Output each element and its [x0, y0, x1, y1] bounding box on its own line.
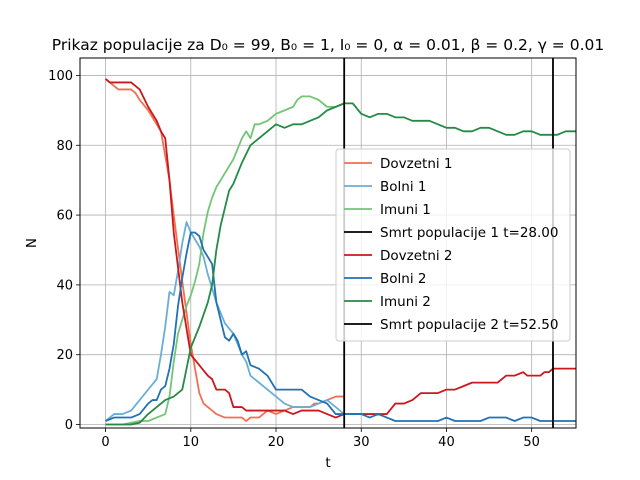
- x-tick-label: 30: [353, 435, 370, 450]
- y-tick-label: 0: [65, 418, 73, 433]
- legend-label: Imuni 1: [380, 202, 431, 218]
- y-tick-label: 20: [56, 348, 73, 363]
- series-line-2: [105, 95, 345, 426]
- x-tick-label: 20: [268, 435, 285, 450]
- x-tick-label: 0: [101, 435, 109, 450]
- x-tick-label: 10: [183, 435, 200, 450]
- y-tick-label: 60: [56, 209, 73, 224]
- series-line-1: [104, 221, 345, 422]
- legend-box: [335, 148, 571, 342]
- series-line-5: [105, 102, 576, 426]
- y-axis-label: N: [24, 238, 40, 248]
- legend-label: Bolni 1: [380, 179, 426, 195]
- plot-frame: [79, 57, 577, 429]
- chart-title: Prikaz populacije za D₀ = 99, B₀ = 1, I₀…: [52, 36, 604, 54]
- ticks: 0 10 20 30 40 50 0 20 40 60 80 100: [48, 69, 540, 450]
- legend-label: Smrt populacije 1 t=28.00: [380, 225, 559, 241]
- x-axis-label: t: [325, 455, 330, 471]
- legend-label: Bolni 2: [380, 271, 426, 287]
- legend-label: Dovzetni 1: [380, 156, 453, 172]
- y-tick-label: 40: [56, 278, 73, 293]
- legend-label: Imuni 2: [380, 294, 431, 310]
- legend: Dovzetni 1 Bolni 1 Imuni 1 Smrt populacije …: [335, 148, 571, 342]
- series-line-3: [104, 78, 576, 419]
- x-tick-label: 40: [438, 435, 455, 450]
- legend-label: Dovzetni 2: [380, 248, 453, 264]
- y-tick-label: 100: [48, 69, 73, 84]
- x-tick-label: 50: [523, 435, 540, 450]
- y-tick-label: 80: [56, 139, 73, 154]
- legend-label: Smrt populacije 2 t=52.50: [380, 317, 559, 333]
- grid: [80, 58, 576, 428]
- series-line-4: [105, 231, 576, 422]
